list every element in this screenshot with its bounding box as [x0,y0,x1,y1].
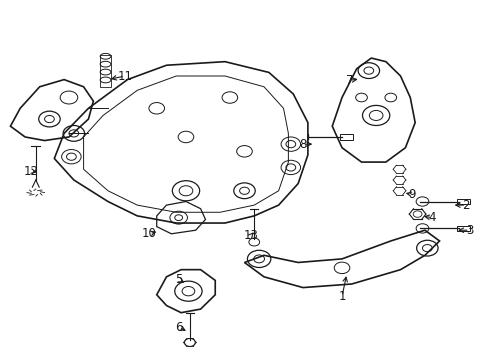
Text: 2: 2 [462,199,469,212]
Text: 13: 13 [243,229,258,242]
Text: 8: 8 [299,138,306,150]
Text: 9: 9 [407,188,415,201]
Text: 4: 4 [427,211,435,224]
FancyBboxPatch shape [456,226,469,231]
Text: 12: 12 [23,165,39,177]
Text: 11: 11 [117,69,132,82]
Text: 1: 1 [338,290,345,303]
Text: 5: 5 [175,273,183,286]
Text: 10: 10 [142,227,157,240]
FancyBboxPatch shape [456,199,469,204]
Text: 7: 7 [345,74,352,87]
Text: 6: 6 [175,320,183,333]
FancyBboxPatch shape [339,134,352,140]
Text: 3: 3 [465,224,472,237]
